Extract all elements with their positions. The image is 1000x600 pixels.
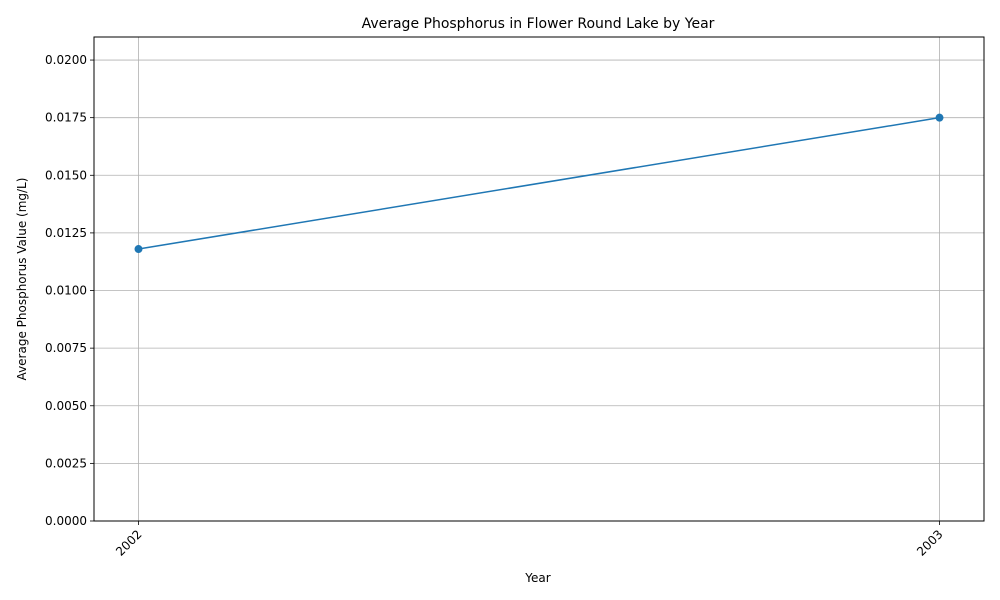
y-tick-label: 0.0050 [45,399,87,413]
y-tick-label: 0.0125 [45,226,87,240]
chart-title: Average Phosphorus in Flower Round Lake … [362,16,715,32]
y-tick-label: 0.0200 [45,53,87,67]
y-tick-label: 0.0025 [45,456,87,470]
data-series [134,113,944,254]
data-point [935,113,944,122]
y-axis-ticks: 0.0000 0.0025 0.0050 0.0075 0.0100 0.0125 0.01… [45,53,94,528]
y-tick-label: 0.0000 [45,514,87,528]
y-axis-label: Average Phosphorus Value (mg/L) [15,178,29,381]
y-tick-label: 0.0175 [45,111,87,125]
y-tick-label: 0.0075 [45,341,87,355]
data-point [134,245,143,254]
x-axis-label: Year [524,571,550,585]
y-tick-label: 0.0150 [45,168,87,182]
plot-frame [93,36,985,522]
series-line [138,116,940,250]
y-tick-label: 0.0100 [45,284,87,298]
